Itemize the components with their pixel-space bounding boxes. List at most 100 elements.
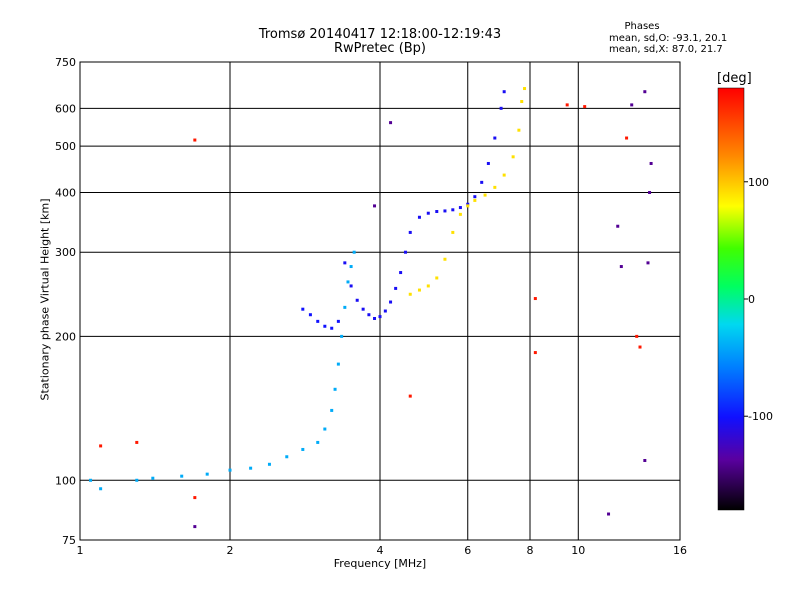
data-point [336,362,340,366]
x-tick-label: 16 [673,544,687,557]
data-point [473,198,477,202]
data-point [486,161,490,165]
plot-frame [79,61,681,541]
y-tick-label: 75 [62,534,76,547]
data-point [349,284,353,288]
data-point [533,351,537,355]
data-point [643,458,647,462]
data-point [330,326,334,330]
colorbar-tick-label: 0 [748,293,755,306]
data-point [635,334,639,338]
data-point [466,204,470,208]
data-point [533,297,537,301]
chart-title: Tromsø 20140417 12:18:00-12:19:43 [258,27,502,42]
data-point [323,427,327,431]
data-point [249,466,253,470]
x-tick-label: 4 [377,544,384,557]
data-point [502,173,506,177]
data-point [480,180,484,184]
data-point [408,394,412,398]
data-point [373,204,377,208]
x-ticks: 1 2 4 6 8 10 16 [77,544,688,557]
data-point [649,161,653,165]
data-point [352,250,356,254]
data-point [511,155,515,159]
data-point [408,292,412,296]
data-point [389,121,393,125]
x-tick-label: 8 [527,544,534,557]
x-tick-label: 6 [464,544,471,557]
colorbar-tick-label: -100 [748,410,773,423]
data-point [135,478,139,482]
data-point [399,271,403,275]
data-point [205,472,209,476]
chart-subtitle: RwPretec (Bp) [333,41,427,56]
data-point [343,261,347,265]
data-point [451,230,455,234]
data-point [417,288,421,292]
colorbar-tick-label: 100 [748,176,769,189]
data-point [630,103,634,107]
data-point [403,250,407,254]
data-point [517,128,521,132]
data-point [394,286,398,290]
data-point [389,300,393,304]
data-point [333,387,337,391]
data-point [426,211,430,215]
y-tick-label: 400 [55,186,76,199]
data-point [466,202,470,206]
x-tick-label: 1 [77,544,84,557]
data-point [625,136,629,140]
data-point [565,103,569,107]
data-point [502,90,506,94]
data-point [361,307,365,311]
y-tick-label: 750 [55,56,76,69]
data-point [523,87,527,91]
phases-o: mean, sd,O: -93.1, 20.1 [609,33,728,44]
colorbar [717,87,745,511]
data-point [499,106,503,110]
data-point [308,313,312,317]
data-points [89,87,653,529]
data-point [583,105,587,109]
phases-x: mean, sd,X: 87.0, 21.7 [609,44,723,55]
data-point [193,138,197,142]
data-point [346,280,350,284]
y-tick-label: 500 [55,140,76,153]
x-axis-label: Frequency [MHz] [333,557,427,570]
data-point [378,315,382,319]
data-point [646,261,650,265]
data-point [458,212,462,216]
data-point [228,468,232,472]
data-point [643,90,647,94]
data-point [607,512,611,516]
data-point [483,193,487,197]
data-point [451,208,455,212]
data-point [383,309,387,313]
data-point [435,210,439,214]
data-point [426,284,430,288]
y-tick-label: 100 [55,474,76,487]
y-ticks: 75 100 200 300 400 500 600 750 [55,56,76,547]
data-point [367,313,371,317]
data-point [417,215,421,219]
data-point [616,224,620,228]
data-point [435,276,439,280]
data-point [301,307,305,311]
data-point [99,444,103,448]
data-point [316,319,320,323]
y-tick-label: 600 [55,102,76,115]
data-point [648,190,652,194]
data-point [193,496,197,500]
data-point [151,476,155,480]
data-point [355,298,359,302]
data-point [408,230,412,234]
y-tick-label: 300 [55,246,76,259]
data-point [285,455,289,459]
data-point [267,462,271,466]
data-point [336,319,340,323]
data-point [493,136,497,140]
data-point [330,408,334,412]
data-point [323,324,327,328]
y-axis-label: Stationary phase Virtual Height [km] [38,198,52,401]
